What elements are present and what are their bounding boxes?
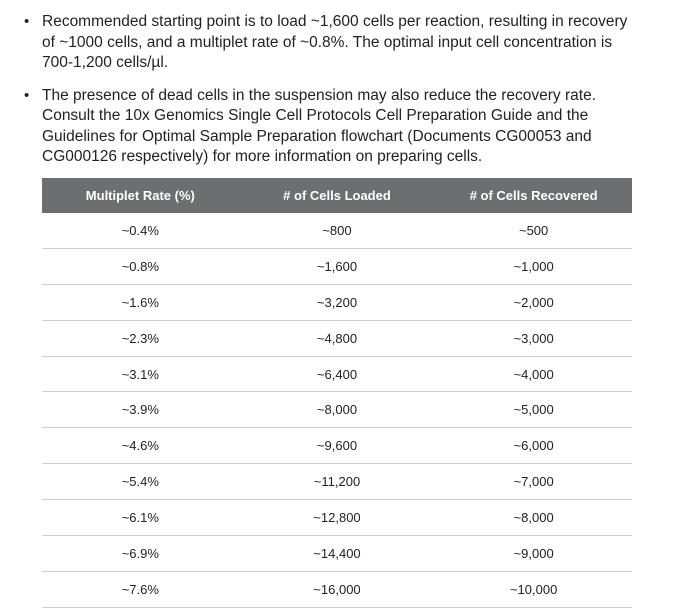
header-cells-loaded: # of Cells Loaded (283, 188, 391, 203)
bullet-list: • Recommended starting point is to load … (24, 12, 654, 180)
cell-multiplet-rate: ~6.1% (121, 510, 159, 526)
cell-cells-recovered: ~500 (518, 222, 549, 238)
bullet-line: Recommended starting point is to load ~1… (42, 13, 628, 30)
table-row: ~2.3% ~4,800 ~3,000 (42, 321, 632, 357)
cell-cells-recovered: ~1,000 (513, 258, 554, 274)
cell-multiplet-rate: ~2.3% (121, 330, 159, 346)
cell-cells-recovered: ~5,000 (513, 402, 554, 418)
cell-cells-recovered: ~7,000 (513, 474, 554, 490)
table-row: ~4.6% ~9,600 ~6,000 (42, 428, 632, 465)
cell-cells-recovered: ~9,000 (513, 545, 554, 561)
cell-cells-recovered: ~8,000 (513, 510, 554, 526)
bullet-item-loading: • Recommended starting point is to load … (24, 12, 654, 74)
header-multiplet-rate: Multiplet Rate (%) (85, 188, 195, 203)
header-cells-recovered: # of Cells Recovered (469, 188, 598, 203)
table-row: ~0.8% ~1,600 ~1,000 (42, 249, 632, 285)
table-row: ~0.4% ~800 ~500 (42, 213, 632, 249)
cell-cells-loaded: ~800 (322, 222, 352, 238)
table-row: ~1.6% ~3,200 ~2,000 (42, 285, 632, 321)
cell-cells-loaded: ~16,000 (313, 581, 361, 597)
table-body: ~0.4% ~800 ~500 ~0.8% ~1,600 ~1,000 ~1.6% ~3,20… (42, 213, 632, 608)
cell-cells-loaded: ~14,400 (313, 545, 361, 561)
bullet-text: Recommended starting point is to load ~1… (42, 12, 654, 74)
cell-cells-loaded: ~12,800 (313, 510, 361, 526)
cell-multiplet-rate: ~3.9% (121, 402, 159, 418)
table-header-row: Multiplet Rate (%) # of Cells Loaded # o… (42, 178, 632, 213)
table-row: ~5.4% ~11,200 ~7,000 (42, 464, 632, 501)
table-row: ~6.1% ~12,800 ~8,000 (42, 500, 632, 537)
cell-multiplet-rate: ~0.4% (121, 222, 159, 238)
cell-cells-loaded: ~8,000 (316, 402, 358, 418)
cell-cells-recovered: ~2,000 (513, 294, 554, 310)
cell-multiplet-rate: ~6.9% (121, 545, 159, 561)
cell-cells-recovered: ~10,000 (509, 581, 558, 597)
cell-cells-loaded: ~11,200 (313, 474, 361, 490)
cell-cells-loaded: ~1,600 (316, 258, 358, 274)
bullet-text: The presence of dead cells in the suspen… (42, 86, 654, 168)
bullet-line: Guidelines for Optimal Sample Preparatio… (42, 127, 592, 145)
cell-multiplet-rate: ~1.6% (121, 294, 159, 310)
cell-cells-recovered: ~3,000 (513, 330, 554, 346)
cell-multiplet-rate: ~0.8% (121, 258, 159, 274)
table-row: ~6.9% ~14,400 ~9,000 (42, 536, 632, 572)
bullet-line: 700-1,200 cells/µl. (42, 54, 169, 71)
cell-cells-recovered: ~4,000 (513, 366, 554, 382)
cell-multiplet-rate: ~3.1% (121, 366, 159, 382)
cell-cells-loaded: ~9,600 (316, 438, 358, 454)
cell-cells-recovered: ~6,000 (513, 438, 554, 454)
multiplet-rate-table: Multiplet Rate (%) # of Cells Loaded # o… (42, 178, 632, 608)
cell-multiplet-rate: ~4.6% (121, 438, 159, 454)
bullet-line: Consult the 10x Genomics Single Cell Pro… (42, 107, 589, 124)
bullet-marker: • (24, 13, 30, 30)
bullet-line: The presence of dead cells in the suspen… (42, 86, 597, 104)
table-row: ~7.6% ~16,000 ~10,000 (42, 572, 632, 608)
table-row: ~3.9% ~8,000 ~5,000 (42, 392, 632, 429)
cell-multiplet-rate: ~7.6% (121, 581, 159, 597)
bullet-item-dead-cells: • The presence of dead cells in the susp… (24, 86, 654, 168)
bullet-marker: • (24, 86, 30, 104)
cell-cells-loaded: ~4,800 (316, 330, 358, 346)
cell-cells-loaded: ~6,400 (316, 366, 358, 382)
bullet-line: of ~1000 cells, and a multiplet rate of … (42, 33, 613, 51)
cell-multiplet-rate: ~5.4% (121, 474, 159, 490)
table-row: ~3.1% ~6,400 ~4,000 (42, 357, 632, 393)
cell-cells-loaded: ~3,200 (316, 294, 358, 310)
bullet-line: CG000126 respectively) for more informat… (42, 148, 483, 165)
